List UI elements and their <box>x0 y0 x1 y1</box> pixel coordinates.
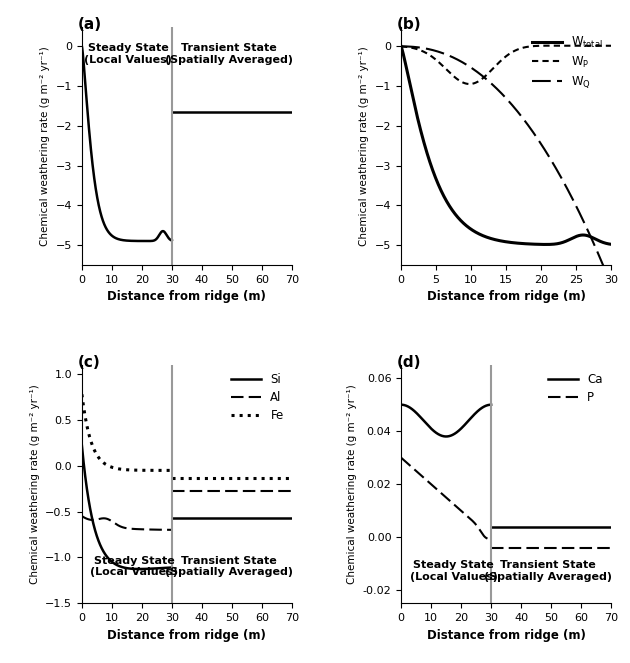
W$_{\mathrm{P}}$ <box>607 42 615 50</box>
P <box>465 514 472 522</box>
W$_{\mathrm{total}}$ <box>398 42 405 50</box>
X-axis label: Distance from ridge (m): Distance from ridge (m) <box>108 290 266 303</box>
W$_{\mathrm{total}}$ <box>542 241 549 249</box>
Text: (a): (a) <box>77 17 102 32</box>
Si <box>94 535 101 543</box>
Si <box>78 442 86 450</box>
Line: Si: Si <box>82 446 172 569</box>
Line: Ca: Ca <box>401 404 491 436</box>
P <box>438 490 445 498</box>
Si <box>101 550 109 558</box>
Line: Fe: Fe <box>82 394 172 470</box>
P <box>450 501 458 509</box>
W$_{\mathrm{Q}}$ <box>435 48 442 56</box>
Text: Steady State
(Local Values): Steady State (Local Values) <box>410 560 498 582</box>
Ca <box>438 432 445 440</box>
X-axis label: Distance from ridge (m): Distance from ridge (m) <box>427 290 585 303</box>
X-axis label: Distance from ridge (m): Distance from ridge (m) <box>427 629 585 642</box>
Si <box>139 565 146 573</box>
Text: (c): (c) <box>77 355 100 371</box>
Ca <box>488 400 495 408</box>
Fe <box>168 466 176 474</box>
Ca <box>420 417 428 425</box>
Al <box>138 525 146 533</box>
W$_{\mathrm{Q}}$ <box>537 141 545 149</box>
Ca <box>442 432 450 440</box>
W$_{\mathrm{total}}$ <box>492 236 500 244</box>
W$_{\mathrm{total}}$ <box>435 180 442 188</box>
Text: Steady State
(Local Values): Steady State (Local Values) <box>91 556 178 577</box>
W$_{\mathrm{Q}}$ <box>451 54 459 62</box>
W$_{\mathrm{P}}$ <box>435 58 442 66</box>
P <box>457 507 465 514</box>
Text: (b): (b) <box>397 17 421 32</box>
Line: Al: Al <box>82 516 172 530</box>
Text: (d): (d) <box>397 355 421 371</box>
Fe <box>138 466 146 474</box>
Text: Transient State
(Spatially Averaged): Transient State (Spatially Averaged) <box>165 43 293 65</box>
W$_{\mathrm{P}}$ <box>546 42 554 50</box>
Ca <box>450 430 458 438</box>
Al <box>131 525 139 533</box>
P <box>420 474 428 482</box>
Ca <box>413 410 421 418</box>
Line: W$_{\mathrm{Q}}$: W$_{\mathrm{Q}}$ <box>401 46 611 284</box>
Si <box>131 565 139 573</box>
Si <box>146 565 154 573</box>
W$_{\mathrm{P}}$ <box>466 80 473 88</box>
Text: Transient State
(Spatially Averaged): Transient State (Spatially Averaged) <box>165 556 293 577</box>
Legend: Si, Al, Fe: Si, Al, Fe <box>229 371 286 424</box>
P <box>398 453 405 461</box>
Line: W$_{\mathrm{total}}$: W$_{\mathrm{total}}$ <box>401 46 611 245</box>
Al <box>101 514 109 522</box>
W$_{\mathrm{Q}}$ <box>556 170 563 178</box>
Si <box>135 565 143 573</box>
Y-axis label: Chemical weathering rate (g m⁻² yr⁻¹): Chemical weathering rate (g m⁻² yr⁻¹) <box>40 46 50 245</box>
W$_{\mathrm{P}}$ <box>398 42 405 50</box>
Fe <box>101 460 109 468</box>
W$_{\mathrm{Q}}$ <box>492 84 500 92</box>
W$_{\mathrm{total}}$ <box>537 241 545 249</box>
Fe <box>131 466 139 474</box>
Al <box>94 515 101 523</box>
W$_{\mathrm{total}}$ <box>607 240 615 248</box>
W$_{\mathrm{total}}$ <box>521 240 529 248</box>
Al <box>146 526 154 534</box>
Line: W$_{\mathrm{P}}$: W$_{\mathrm{P}}$ <box>401 46 611 84</box>
Fe <box>146 466 154 474</box>
Fe <box>94 452 101 460</box>
Si <box>168 564 176 572</box>
W$_{\mathrm{P}}$ <box>556 42 564 50</box>
W$_{\mathrm{Q}}$ <box>607 280 615 288</box>
Si <box>119 564 127 572</box>
W$_{\mathrm{P}}$ <box>451 74 459 82</box>
W$_{\mathrm{P}}$ <box>538 42 546 50</box>
Text: Transient State
(Spatially Averaged): Transient State (Spatially Averaged) <box>484 560 612 582</box>
P <box>413 468 421 476</box>
Legend: Ca, P: Ca, P <box>546 371 605 406</box>
Legend: W$_{\mathrm{total}}$, W$_{\mathrm{P}}$, W$_{\mathrm{Q}}$: W$_{\mathrm{total}}$, W$_{\mathrm{P}}$, … <box>530 32 605 93</box>
W$_{\mathrm{total}}$ <box>451 210 459 218</box>
Y-axis label: Chemical weathering rate (g m⁻² yr⁻¹): Chemical weathering rate (g m⁻² yr⁻¹) <box>347 385 357 584</box>
Text: Steady State
(Local Values): Steady State (Local Values) <box>84 43 172 65</box>
Ca <box>465 416 472 424</box>
W$_{\mathrm{Q}}$ <box>521 117 529 125</box>
Ca <box>398 400 405 408</box>
Y-axis label: Chemical weathering rate (g m⁻² yr⁻¹): Chemical weathering rate (g m⁻² yr⁻¹) <box>359 46 369 245</box>
Al <box>168 526 176 534</box>
W$_{\mathrm{total}}$ <box>556 239 563 247</box>
W$_{\mathrm{Q}}$ <box>398 42 405 50</box>
Ca <box>457 424 465 432</box>
Line: P: P <box>401 457 491 540</box>
Fe <box>119 465 127 473</box>
X-axis label: Distance from ridge (m): Distance from ridge (m) <box>108 629 266 642</box>
Fe <box>78 391 86 398</box>
Y-axis label: Chemical weathering rate (g m⁻² yr⁻¹): Chemical weathering rate (g m⁻² yr⁻¹) <box>30 385 40 584</box>
P <box>488 536 495 544</box>
W$_{\mathrm{P}}$ <box>493 61 500 69</box>
Al <box>78 512 86 520</box>
Al <box>119 523 127 531</box>
W$_{\mathrm{P}}$ <box>522 43 529 51</box>
